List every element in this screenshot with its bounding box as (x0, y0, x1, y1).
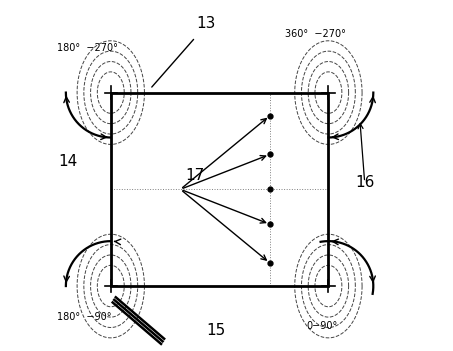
Text: 180°  −270°: 180° −270° (57, 43, 118, 53)
Text: 16: 16 (355, 175, 374, 190)
Text: 17: 17 (186, 168, 205, 183)
Text: 15: 15 (207, 324, 226, 338)
Text: 14: 14 (58, 154, 77, 169)
Text: 180°  −90°: 180° −90° (57, 312, 112, 322)
Text: 0−90°: 0−90° (306, 321, 337, 331)
Text: 360°  −270°: 360° −270° (285, 29, 346, 39)
Text: 13: 13 (196, 16, 216, 31)
